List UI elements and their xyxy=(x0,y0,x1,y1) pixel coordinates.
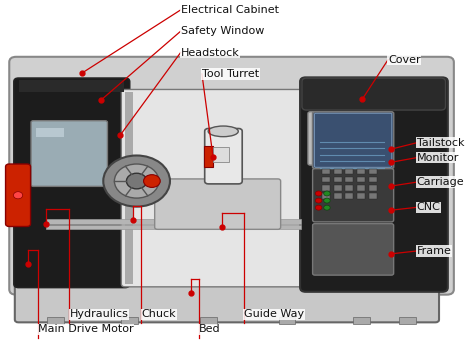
Bar xyxy=(346,177,353,182)
Bar xyxy=(357,177,365,182)
Bar xyxy=(346,169,353,174)
Text: Electrical Cabinet: Electrical Cabinet xyxy=(181,5,279,15)
FancyBboxPatch shape xyxy=(312,224,393,275)
Bar xyxy=(125,92,133,284)
Bar xyxy=(213,147,229,162)
Bar xyxy=(279,317,295,324)
Text: Chuck: Chuck xyxy=(141,309,176,319)
FancyBboxPatch shape xyxy=(308,112,350,165)
Text: Safety Window: Safety Window xyxy=(181,26,264,36)
Text: Cover: Cover xyxy=(388,55,421,65)
Circle shape xyxy=(114,164,159,198)
Bar xyxy=(369,193,376,199)
Text: Main Drive Motor: Main Drive Motor xyxy=(38,324,134,334)
FancyBboxPatch shape xyxy=(31,121,108,186)
Bar xyxy=(47,317,64,324)
Bar xyxy=(334,193,342,199)
Circle shape xyxy=(127,173,147,189)
Bar xyxy=(322,169,330,174)
Bar xyxy=(19,80,124,92)
Circle shape xyxy=(315,191,322,196)
Text: Frame: Frame xyxy=(417,246,452,256)
FancyBboxPatch shape xyxy=(14,78,130,288)
Text: Tool Turret: Tool Turret xyxy=(202,69,259,79)
Bar xyxy=(322,177,330,182)
Bar xyxy=(357,193,365,199)
Bar xyxy=(46,219,301,224)
Bar xyxy=(46,225,301,229)
Ellipse shape xyxy=(23,295,440,323)
Text: Hydraulics: Hydraulics xyxy=(70,309,128,319)
Circle shape xyxy=(144,175,160,187)
Bar xyxy=(334,177,342,182)
FancyBboxPatch shape xyxy=(302,78,446,110)
Bar xyxy=(204,146,213,167)
Circle shape xyxy=(315,205,322,210)
Text: CNC: CNC xyxy=(417,202,441,212)
Bar xyxy=(369,177,376,182)
FancyBboxPatch shape xyxy=(300,77,448,292)
Text: Headstock: Headstock xyxy=(181,48,239,58)
Bar xyxy=(346,185,353,191)
Bar xyxy=(322,185,330,191)
Bar xyxy=(346,193,353,199)
Circle shape xyxy=(315,198,322,203)
FancyBboxPatch shape xyxy=(205,129,242,184)
Bar xyxy=(369,169,376,174)
Circle shape xyxy=(324,191,330,196)
Bar xyxy=(200,317,217,324)
Text: Bed: Bed xyxy=(199,324,221,334)
FancyBboxPatch shape xyxy=(9,57,454,295)
Circle shape xyxy=(324,198,330,203)
Bar xyxy=(357,169,365,174)
Text: Tailstock: Tailstock xyxy=(417,138,465,148)
Ellipse shape xyxy=(208,126,238,137)
FancyBboxPatch shape xyxy=(121,89,310,287)
Text: Monitor: Monitor xyxy=(417,153,459,163)
FancyBboxPatch shape xyxy=(312,169,393,222)
Text: Carriage: Carriage xyxy=(417,177,465,187)
Bar xyxy=(334,169,342,174)
Text: Guide Way: Guide Way xyxy=(244,309,304,319)
FancyBboxPatch shape xyxy=(155,179,281,229)
Bar xyxy=(36,128,64,137)
Bar xyxy=(322,193,330,199)
FancyBboxPatch shape xyxy=(6,164,30,226)
Bar xyxy=(121,317,138,324)
Circle shape xyxy=(103,155,170,207)
Bar xyxy=(334,185,342,191)
FancyBboxPatch shape xyxy=(15,281,439,322)
Circle shape xyxy=(13,192,23,199)
Bar xyxy=(353,317,370,324)
Circle shape xyxy=(324,205,330,210)
Bar xyxy=(369,185,376,191)
FancyBboxPatch shape xyxy=(312,112,393,169)
Bar xyxy=(399,317,416,324)
Bar xyxy=(357,185,365,191)
